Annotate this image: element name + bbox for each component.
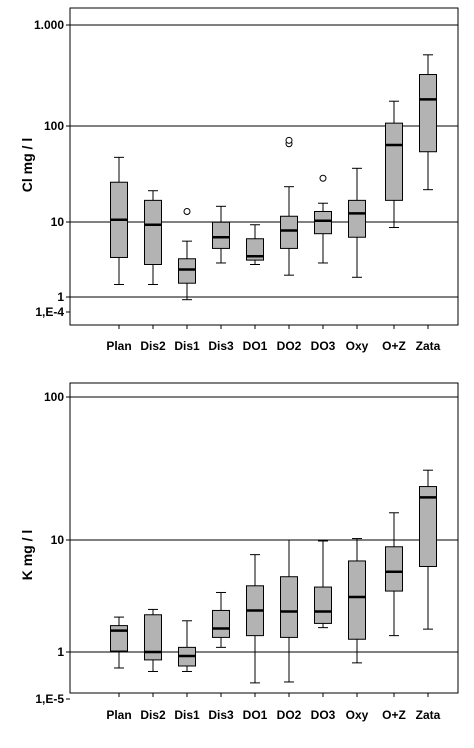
x-category-label: DO3 bbox=[311, 708, 336, 722]
box-zata bbox=[419, 54, 437, 191]
box-do1 bbox=[246, 554, 264, 684]
iqr-box bbox=[385, 122, 403, 201]
x-category-label: DO1 bbox=[243, 708, 268, 722]
chart-panel-2: 1,E-5 1 10 100 K mg / l Plan Dis2 Dis1 Dis3 DO1 DO… bbox=[19, 382, 459, 722]
box-oxy bbox=[348, 538, 366, 664]
iqr-box bbox=[110, 625, 128, 652]
chart-panel-1: 1,E-41 10 100 1.000 Cl mg / l Plan Dis2 Dis1 Dis… bbox=[19, 7, 459, 353]
box-dis3 bbox=[212, 591, 230, 648]
iqr-box bbox=[280, 215, 298, 249]
x-category-label: DO2 bbox=[277, 708, 302, 722]
x-category-label: O+Z bbox=[382, 339, 406, 353]
box-dis3 bbox=[212, 205, 230, 264]
outlier-point bbox=[285, 136, 293, 144]
x-category-label: Dis2 bbox=[140, 339, 166, 353]
box-dis1 bbox=[178, 620, 196, 672]
box-dis2 bbox=[144, 190, 162, 286]
x-category-label: Dis2 bbox=[140, 708, 166, 722]
y-tick-label: 1.000 bbox=[34, 18, 64, 32]
y-tick-label: 1,E-5 bbox=[35, 692, 64, 706]
y-tick-label: 10 bbox=[51, 215, 65, 229]
box-plan bbox=[110, 616, 128, 669]
x-category-label: Dis3 bbox=[208, 339, 234, 353]
x-category-label: O+Z bbox=[382, 708, 406, 722]
iqr-box bbox=[348, 560, 366, 640]
iqr-box bbox=[348, 199, 366, 238]
plot-frame bbox=[69, 7, 459, 326]
box-zata bbox=[419, 469, 437, 630]
x-category-label: Zata bbox=[416, 339, 441, 353]
box-oxy bbox=[348, 167, 366, 278]
x-category-label: Dis1 bbox=[174, 339, 200, 353]
iqr-box bbox=[280, 576, 298, 638]
iqr-box bbox=[314, 586, 332, 624]
iqr-box bbox=[419, 74, 437, 153]
box-do2 bbox=[280, 539, 298, 683]
box-oz bbox=[385, 512, 403, 637]
y-tick-label: 100 bbox=[44, 390, 64, 404]
y-tick-label: 1 bbox=[57, 645, 64, 659]
iqr-box bbox=[419, 486, 437, 567]
y-tick-label: 10 bbox=[51, 533, 65, 547]
x-category-label: Oxy bbox=[346, 708, 369, 722]
box-do3 bbox=[314, 540, 332, 629]
plot-frame bbox=[69, 382, 459, 694]
y-axis-label: K mg / l bbox=[19, 530, 35, 581]
box-do3 bbox=[314, 174, 332, 264]
x-category-label: Dis3 bbox=[208, 708, 234, 722]
box-plan bbox=[110, 156, 128, 286]
iqr-box bbox=[212, 221, 230, 249]
outlier-point bbox=[183, 208, 191, 215]
x-category-label: Plan bbox=[106, 339, 131, 353]
x-category-label: DO3 bbox=[311, 339, 336, 353]
x-category-label: Dis1 bbox=[174, 708, 200, 722]
box-dis2 bbox=[144, 608, 162, 672]
iqr-box bbox=[178, 258, 196, 284]
y-tick-label: 1,E-4 bbox=[35, 305, 64, 319]
x-category-label: DO2 bbox=[277, 339, 302, 353]
box-do1 bbox=[246, 224, 264, 265]
box-oz bbox=[385, 100, 403, 228]
x-category-label: Oxy bbox=[346, 339, 369, 353]
box-do2 bbox=[280, 136, 298, 276]
x-category-label: DO1 bbox=[243, 339, 268, 353]
iqr-box bbox=[314, 211, 332, 235]
iqr-box bbox=[385, 546, 403, 592]
x-category-label: Zata bbox=[416, 708, 441, 722]
y-tick-label: 1 bbox=[57, 290, 64, 304]
iqr-box bbox=[144, 199, 162, 265]
iqr-box bbox=[212, 609, 230, 638]
y-axis-label: Cl mg / l bbox=[19, 138, 35, 192]
y-tick-label: 100 bbox=[44, 119, 64, 133]
iqr-box bbox=[144, 614, 162, 661]
x-category-label: Plan bbox=[106, 708, 131, 722]
box-dis1 bbox=[178, 208, 196, 301]
outlier-point bbox=[319, 174, 327, 182]
iqr-box bbox=[246, 238, 264, 261]
